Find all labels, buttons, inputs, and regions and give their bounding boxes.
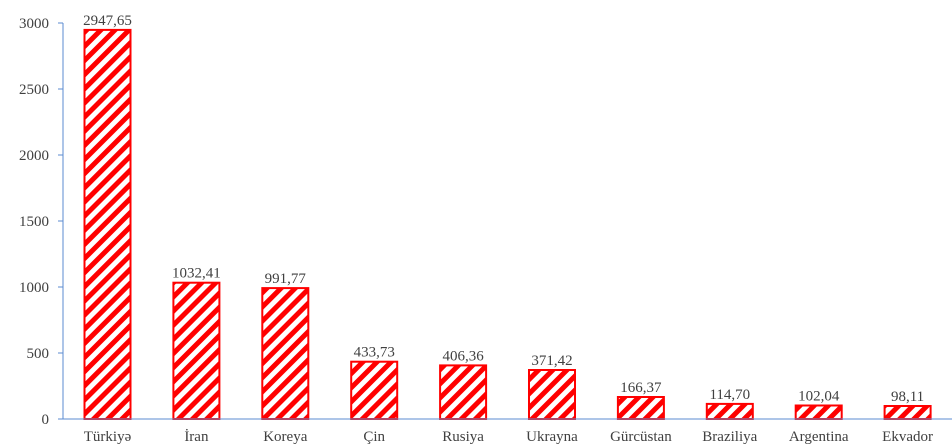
y-tick-label: 0 (42, 412, 50, 428)
category-label: Koreya (263, 429, 307, 445)
data-label: 991,77 (265, 271, 307, 287)
y-axis: 0 500 1000 1500 2000 2500 3000 (19, 16, 64, 428)
bar (528, 369, 576, 420)
x-axis: Türkiyə İran Koreya Çin Rusiya Ukrayna Gürcüst… (63, 418, 952, 445)
bar (794, 404, 843, 420)
y-tick-label: 3000 (19, 16, 49, 32)
bar (883, 405, 932, 420)
category-label: İran (184, 429, 209, 445)
data-label: 98,11 (891, 389, 924, 405)
category-label: Argentina (789, 429, 849, 445)
y-tick-label: 2000 (19, 148, 49, 164)
bar (439, 364, 488, 420)
bar (83, 28, 132, 421)
bar (350, 360, 399, 421)
category-label: Ukrayna (526, 429, 578, 445)
bars (83, 28, 932, 421)
data-label: 102,04 (798, 389, 840, 405)
bar (705, 402, 754, 420)
y-tick-label: 2500 (19, 82, 49, 98)
y-tick-label: 1000 (19, 280, 49, 296)
bar (172, 281, 221, 421)
bar (616, 396, 665, 420)
data-label: 433,73 (354, 345, 395, 361)
data-labels: 2947,65 1032,41 991,77 433,73 406,36 371,42 16… (83, 13, 924, 405)
category-label: Braziliya (702, 429, 757, 445)
data-label: 166,37 (620, 380, 662, 396)
bar (261, 287, 310, 420)
data-label: 1032,41 (172, 266, 221, 282)
data-label: 371,42 (531, 353, 572, 369)
category-label: Çin (363, 429, 385, 445)
data-label: 114,70 (709, 387, 750, 403)
data-label: 406,36 (442, 348, 484, 364)
category-label: Ekvador (882, 429, 933, 445)
category-label: Türkiyə (84, 429, 132, 445)
y-tick-label: 500 (27, 346, 50, 362)
data-label: 2947,65 (83, 13, 132, 29)
category-label: Rusiya (442, 429, 484, 445)
y-tick-label: 1500 (19, 214, 49, 230)
category-label: Gürcüstan (610, 429, 672, 445)
